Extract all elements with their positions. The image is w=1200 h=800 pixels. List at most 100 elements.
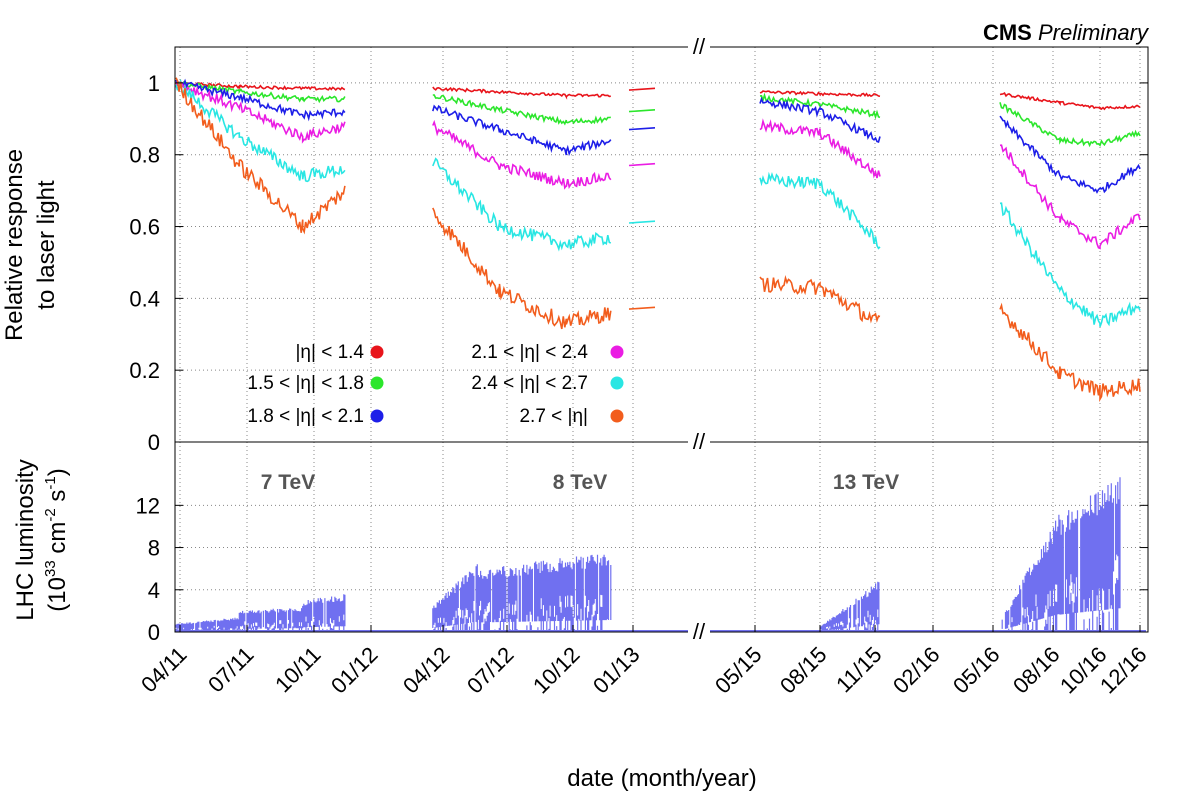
legend-marker [370, 376, 384, 390]
top-ylabel-line1: Relative response [1, 149, 28, 341]
legend: |η| < 1.4 1.5 < |η| < 1.8 1.8 < |η| < 2.1 2… [247, 342, 624, 427]
bottom-y-tick-label: 8 [148, 536, 160, 561]
legend-marker [610, 345, 624, 359]
bottom-panel-frame [174, 441, 1149, 633]
series-segment [759, 90, 881, 98]
bottom-ylabel-s: s [44, 490, 71, 509]
series-segment [628, 162, 656, 167]
series-segment [175, 80, 346, 144]
x-ticks: 04/11 07/11 10/11 01/12 04/12 07/12 10/12 01/13… [136, 625, 1152, 699]
series-segment [999, 202, 1141, 327]
series-segment [999, 92, 1141, 111]
x-axis-label: date (month/year) [567, 765, 756, 792]
x-tick-label: 08/16 [1008, 642, 1065, 699]
bottom-ylabel-exp1: 33 [42, 560, 59, 577]
x-tick-label: 01/12 [326, 642, 383, 699]
series-segment [432, 94, 611, 126]
series-segment [628, 87, 656, 91]
legend-label: 1.8 < |η| < 2.1 [247, 406, 364, 427]
bottom-y-tick-label: 4 [148, 578, 160, 603]
series-segment [759, 92, 881, 120]
axis-break-mark: // [693, 429, 706, 454]
top-y-tick-label: 0.4 [129, 286, 160, 311]
x-tick-label: 10/11 [270, 642, 325, 697]
axis-break-mark: // [693, 34, 706, 59]
series-segment [175, 78, 346, 122]
banner-sub: Preliminary [1038, 20, 1150, 45]
legend-marker [610, 409, 624, 423]
top-y-ticks: 0 0.2 0.4 0.6 0.8 1 [129, 71, 1148, 455]
axis-break-gap [688, 434, 710, 450]
luminosity-fill [820, 581, 880, 632]
series-segment [175, 78, 346, 183]
luminosity-bars [175, 477, 1146, 632]
top-y-tick-label: 0.8 [129, 143, 160, 168]
top-ylabel-line2: to laser light [33, 180, 60, 310]
series-segment [628, 127, 656, 131]
bottom-ylabel-line2: (1033 cm-2 s-1) [42, 468, 71, 611]
luminosity-fill [1001, 514, 1061, 632]
series-segment [759, 96, 881, 144]
series-segment [175, 77, 346, 235]
axis-break-gap [688, 39, 710, 55]
bottom-y-ticks: 0 4 8 12 [136, 493, 1148, 645]
axis-break-gap [688, 624, 710, 640]
energy-label-7tev: 7 TeV [261, 471, 315, 494]
top-y-tick-label: 1 [148, 71, 160, 96]
series-segment [432, 157, 612, 252]
legend-label: 2.4 < |η| < 2.7 [471, 373, 588, 394]
series-segment [999, 102, 1141, 148]
series-segment [628, 306, 656, 310]
legend-marker [370, 345, 384, 359]
top-y-tick-label: 0.2 [129, 358, 160, 383]
bottom-ylabel-exp2: -2 [42, 508, 59, 521]
series-segment [628, 220, 656, 224]
legend-label: |η| < 1.4 [295, 342, 364, 363]
axis-break-mark: // [693, 619, 706, 644]
series-segment [432, 86, 611, 100]
x-tick-label: 07/12 [462, 642, 519, 699]
legend-label: 1.5 < |η| < 1.8 [247, 373, 364, 394]
luminosity-fill [238, 608, 304, 632]
energy-label-8tev: 8 TeV [553, 471, 607, 494]
series-segment [432, 104, 612, 157]
cms-preliminary-banner: CMS Preliminary [983, 20, 1150, 45]
luminosity-fill [302, 594, 346, 632]
x-tick-label: 04/12 [398, 642, 455, 699]
bottom-y-tick-label: 12 [136, 493, 160, 518]
x-tick-label: 05/16 [948, 642, 1005, 699]
x-tick-label: 07/11 [203, 642, 258, 697]
x-tick-label: 12/16 [1095, 642, 1152, 699]
legend-marker [610, 376, 624, 390]
legend-label: 2.7 < |η| [519, 406, 588, 427]
bottom-ylabel-exp3: -1 [42, 476, 59, 489]
series-segment [432, 119, 612, 190]
luminosity-fill [476, 554, 612, 632]
legend-marker [370, 409, 384, 423]
bottom-ylabel-end: ) [44, 468, 71, 476]
response-series [175, 77, 1141, 403]
series-segment [759, 171, 881, 250]
x-tick-label: 04/11 [136, 642, 191, 697]
top-ylabel: Relative response to laser light [1, 149, 60, 341]
x-tick-label: 08/15 [775, 642, 832, 699]
bottom-ylabel: LHC luminosity (1033 cm-2 s-1) [12, 459, 71, 620]
series-segment [999, 115, 1141, 194]
luminosity-fill [175, 617, 240, 632]
luminosity-fill [1059, 477, 1121, 632]
series-segment [628, 109, 656, 113]
axis-break: // // // [688, 34, 710, 644]
x-tick-label: 11/15 [831, 642, 886, 697]
x-tick-label: 02/16 [888, 642, 945, 699]
series-segment [999, 302, 1141, 403]
bottom-ylabel-base: (10 [44, 577, 71, 612]
banner-main: CMS [983, 20, 1032, 45]
bottom-ylabel-mid: cm [44, 522, 71, 561]
x-tick-label: 01/13 [588, 642, 645, 699]
x-tick-label: 05/15 [710, 642, 767, 699]
top-y-tick-label: 0 [148, 430, 160, 455]
series-segment [759, 274, 881, 324]
top-y-tick-label: 0.6 [129, 215, 160, 240]
x-tick-label: 10/12 [528, 642, 585, 699]
